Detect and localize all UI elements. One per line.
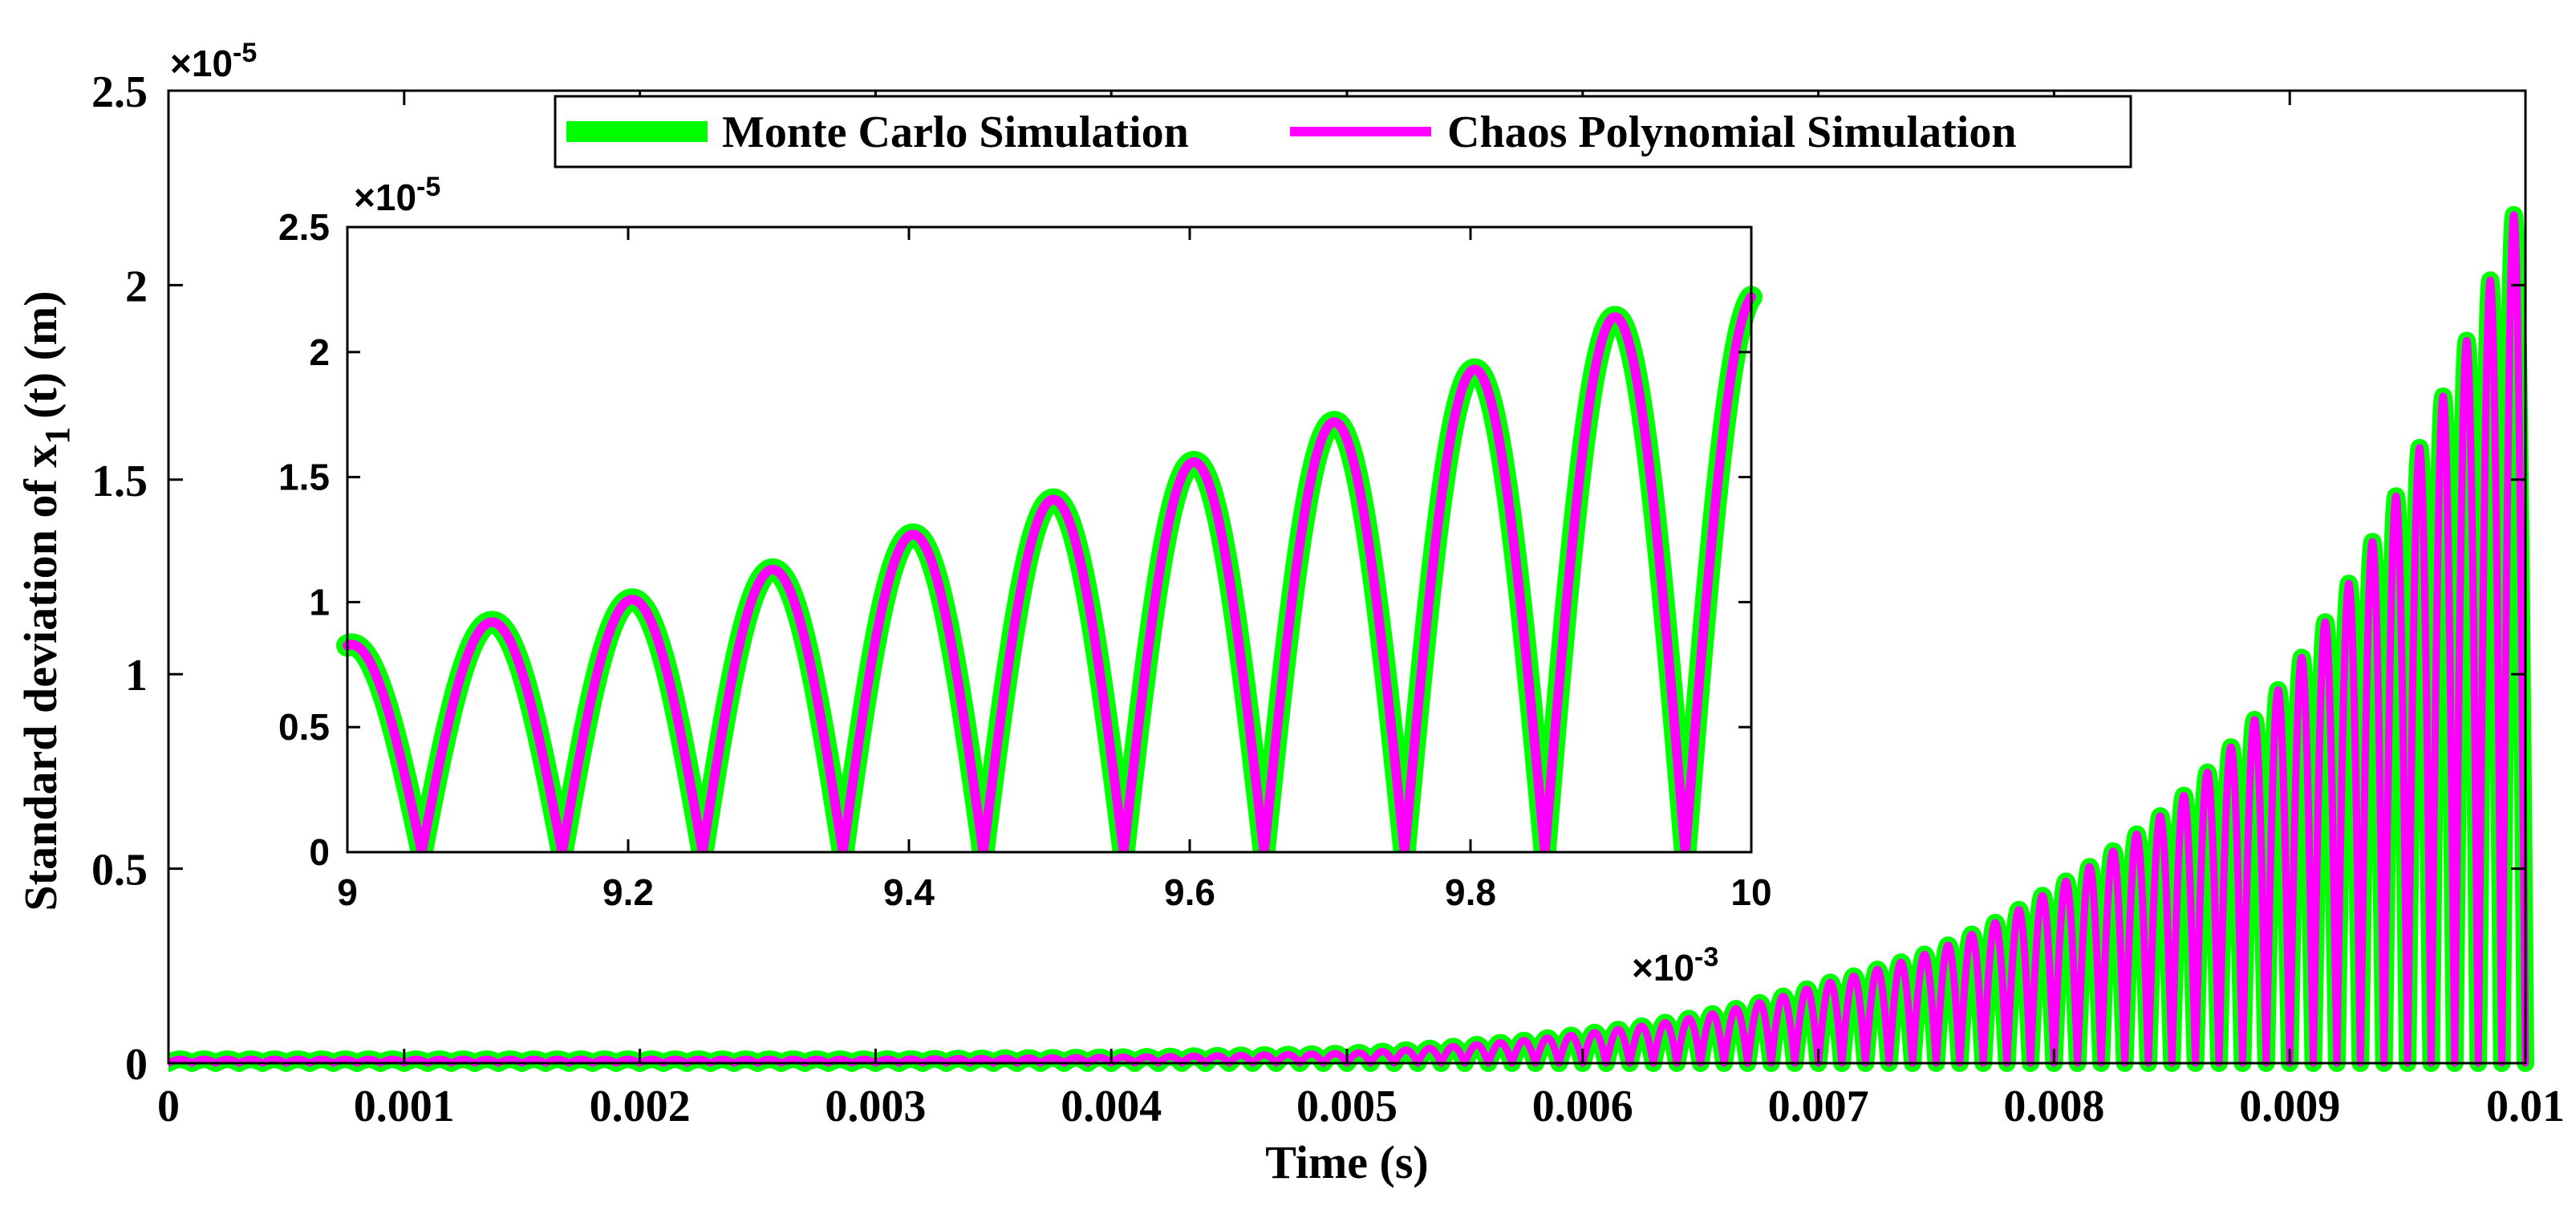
inset-plot-frame [346,225,1753,854]
main-x-tick-label: 0.003 [825,1082,926,1131]
main-y-tick-label: 0 [125,1040,148,1090]
legend-label-monte-carlo: Monte Carlo Simulation [722,108,1189,157]
inset-x-tick-label: 9 [337,871,358,913]
main-x-tick-label: 0.005 [1296,1082,1398,1131]
legend-label-chaos-polynomial: Chaos Polynomial Simulation [1447,108,2016,157]
main-y-axis-label: Standard deviation of x1(t) (m) [14,290,77,911]
inset-x-tick-label: 9.6 [1164,871,1215,913]
inset-axes: 9 9.2 9.4 9.6 9.8 10 0 0.5 1 1.5 2 2.5 ×10-5 ×10-3 [278,172,1772,989]
main-y-ticks: 0 0.5 1 1.5 2 2.5 [91,67,2525,1090]
main-y-tick-label: 1.5 [91,457,148,506]
legend: Monte Carlo Simulation Chaos Polynomial … [554,95,2132,168]
inset-y-tick-label: 1 [309,581,330,623]
main-y-exponent-label: ×10-5 [170,38,257,84]
main-y-tick-label: 0.5 [91,846,148,895]
main-x-tick-label: 0.007 [1768,1082,1869,1131]
main-y-tick-label: 2.5 [91,67,148,117]
inset-x-tick-label: 9.8 [1445,871,1496,913]
main-x-tick-label: 0.009 [2239,1082,2340,1131]
inset-y-tick-label: 0 [309,831,330,873]
main-x-tick-label: 0.01 [2486,1082,2565,1131]
main-axes: 0 0.001 0.002 0.003 0.004 0.005 0.006 0.007 0.00… [14,38,2565,1188]
inset-y-tick-label: 2.5 [278,206,330,248]
inset-y-exponent-label: ×10-5 [354,172,440,218]
inset-y-tick-label: 2 [309,331,330,373]
main-x-ticks: 0 0.001 0.002 0.003 0.004 0.005 0.006 0.007 0.00… [157,91,2565,1131]
inset-x-tick-label: 10 [1730,871,1771,913]
main-x-tick-label: 0.002 [590,1082,691,1131]
inset-x-tick-label: 9.2 [602,871,654,913]
inset-y-tick-label: 0.5 [278,706,330,748]
main-x-tick-label: 0.001 [354,1082,455,1131]
main-x-tick-label: 0.006 [1532,1082,1633,1131]
inset-series-chaos-polynomial [343,292,1756,852]
inset-x-exponent-label: ×10-3 [1632,942,1718,989]
inset-curves [336,286,1763,852]
main-x-axis-label: Time (s) [1265,1136,1429,1188]
main-x-tick-label: 0.004 [1061,1082,1162,1131]
inset-y-tick-label: 1.5 [278,457,330,498]
inset-y-ticks: 0 0.5 1 1.5 2 2.5 [278,206,1751,873]
inset-x-tick-label: 9.4 [883,871,935,913]
inset-x-ticks: 9 9.2 9.4 9.6 9.8 10 [337,227,1772,913]
main-y-tick-label: 1 [125,651,148,700]
main-y-tick-label: 2 [125,262,148,311]
main-x-tick-label: 0.008 [2003,1082,2104,1131]
main-x-tick-label: 0 [157,1082,180,1131]
